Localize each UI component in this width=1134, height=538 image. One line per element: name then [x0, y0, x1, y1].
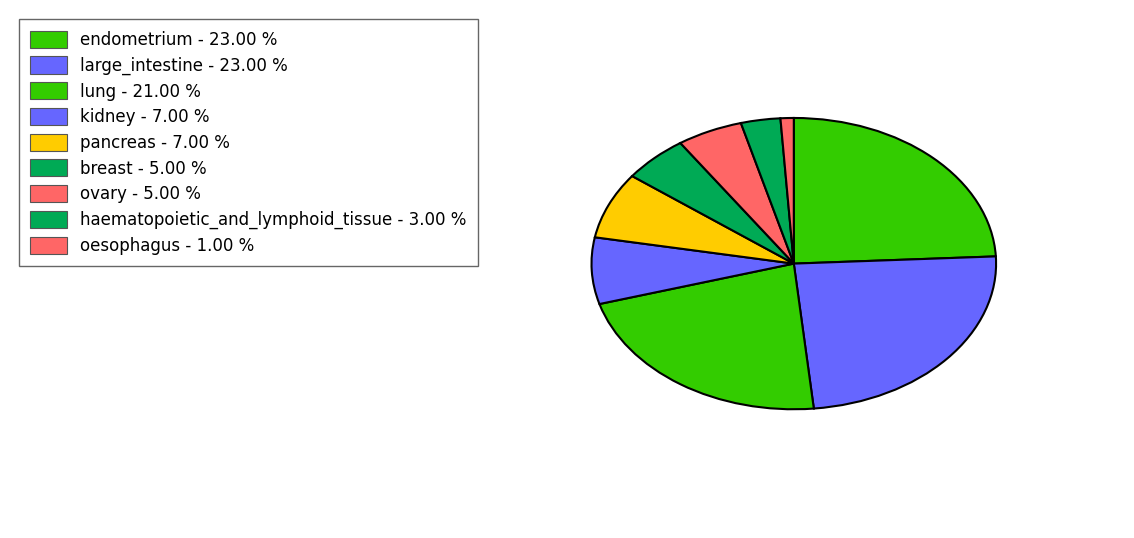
- Wedge shape: [632, 143, 794, 264]
- Wedge shape: [592, 237, 794, 304]
- Wedge shape: [680, 123, 794, 264]
- Wedge shape: [595, 176, 794, 264]
- Wedge shape: [780, 118, 794, 264]
- Legend: endometrium - 23.00 %, large_intestine - 23.00 %, lung - 21.00 %, kidney - 7.00 : endometrium - 23.00 %, large_intestine -…: [18, 19, 479, 266]
- Wedge shape: [600, 264, 814, 409]
- Wedge shape: [741, 118, 794, 264]
- Wedge shape: [794, 257, 996, 408]
- Wedge shape: [794, 118, 996, 264]
